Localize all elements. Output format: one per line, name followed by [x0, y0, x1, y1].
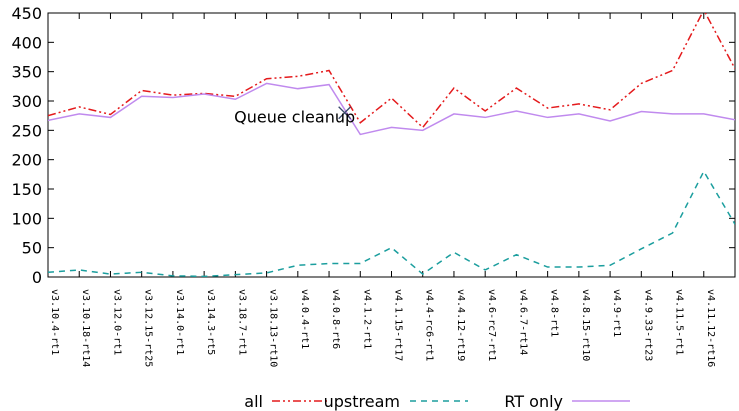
annotation-text: Queue cleanup — [234, 108, 355, 127]
y-tick-label: 150 — [11, 180, 42, 199]
x-tick-label: v3.10.18-rt14 — [80, 289, 91, 367]
x-tick-label: v4.13.7-rt1 — [736, 289, 739, 355]
y-tick-label: 50 — [22, 239, 42, 258]
x-tick-label: v4.4.12-rt19 — [455, 289, 466, 361]
legend-label: upstream — [324, 392, 400, 411]
annotation-marker — [338, 106, 352, 120]
y-tick-label: 250 — [11, 121, 42, 140]
series-line — [48, 169, 735, 277]
x-tick-label: v3.12.15-rt25 — [143, 289, 154, 367]
x-tick-label: v3.12.0-rt1 — [111, 289, 122, 355]
x-tick-label: v4.1.2-rt1 — [361, 289, 372, 349]
x-tick-label: v4.1.15-rt17 — [393, 289, 404, 361]
series-line — [48, 13, 735, 129]
x-tick-label: v4.8-rt1 — [549, 289, 560, 337]
x-tick-label: v3.18.7-rt1 — [236, 289, 247, 355]
y-tick-label: 400 — [11, 33, 42, 52]
x-tick-label: v4.4-rc6-rt1 — [424, 289, 435, 361]
y-tick-label: 300 — [11, 92, 42, 111]
x-tick-label: v3.14.3-rt5 — [205, 289, 216, 355]
y-tick-label: 450 — [11, 4, 42, 23]
legend-label: all — [244, 392, 263, 411]
x-tick-label: v4.11.12-rt16 — [705, 289, 716, 367]
legend-label: RT only — [504, 392, 563, 411]
y-tick-label: 350 — [11, 63, 42, 82]
x-tick-label: v4.6.7-rt14 — [517, 289, 528, 355]
x-tick-label: v4.11.5-rt1 — [674, 289, 685, 355]
y-tick-label: 100 — [11, 209, 42, 228]
x-tick-label: v3.18.13-rt10 — [268, 289, 279, 367]
x-tick-label: v4.9.33-rt23 — [642, 289, 653, 361]
series-line — [48, 82, 735, 136]
plot-frame — [47, 12, 736, 278]
x-tick-label: v4.0.8-rt6 — [330, 289, 341, 349]
y-tick-label: 200 — [11, 151, 42, 170]
x-tick-label: v3.10.4-rt1 — [49, 289, 60, 355]
x-tick-label: v4.6-rc7-rt1 — [486, 289, 497, 361]
x-tick-label: v4.0.4-rt1 — [299, 289, 310, 349]
y-tick-label: 0 — [32, 268, 42, 287]
x-tick-label: v4.9-rt1 — [611, 289, 622, 337]
x-tick-label: v3.14.0-rt1 — [174, 289, 185, 355]
series-group — [48, 13, 735, 277]
x-tick-label: v4.8.15-rt10 — [580, 289, 591, 361]
